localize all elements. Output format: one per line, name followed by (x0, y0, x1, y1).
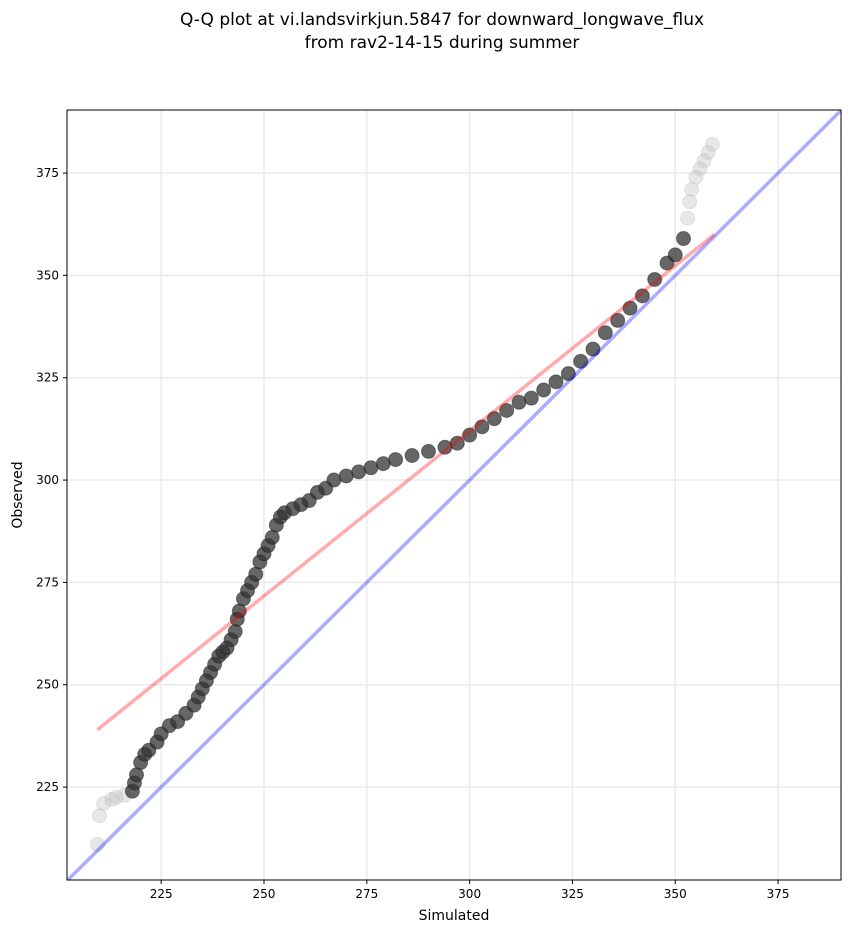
data-point (682, 194, 698, 210)
data-point (548, 374, 564, 390)
plot-frame (66, 109, 842, 881)
y-tick-label: 300 (36, 473, 59, 487)
data-point (421, 443, 437, 459)
x-axis-label: Simulated (419, 908, 490, 924)
data-point (667, 247, 683, 263)
data-point (560, 366, 576, 382)
data-point (634, 288, 650, 304)
data-point (675, 231, 691, 247)
data-point (704, 136, 720, 152)
data-point (680, 210, 696, 226)
x-tick-label: 250 (253, 887, 276, 901)
y-tick-label: 325 (36, 371, 59, 385)
fit-line (96, 233, 716, 732)
data-point (536, 382, 552, 398)
x-tick-label: 225 (150, 887, 173, 901)
y-tick-label: 250 (36, 678, 59, 692)
data-marks (67, 110, 841, 880)
data-point (486, 411, 502, 427)
data-point (688, 169, 704, 185)
identity-line (67, 110, 841, 880)
data-point (96, 795, 112, 811)
chart-title-line1: Q-Q plot at vi.landsvirkjun.5847 for dow… (180, 10, 704, 30)
data-point (597, 325, 613, 341)
data-point (499, 402, 515, 418)
x-tick-label: 325 (561, 887, 584, 901)
data-point (585, 341, 601, 357)
data-point (227, 624, 243, 640)
x-tick-label: 275 (355, 887, 378, 901)
y-tick-label: 225 (36, 780, 59, 794)
plot-area (67, 110, 841, 880)
x-tick-label: 300 (458, 887, 481, 901)
data-point (610, 312, 626, 328)
data-point (89, 836, 105, 852)
y-tick-label: 375 (36, 166, 59, 180)
data-point (647, 271, 663, 287)
data-point (404, 447, 420, 463)
data-point (696, 153, 712, 169)
data-point (462, 427, 478, 443)
data-point (388, 452, 404, 468)
x-tick-label: 375 (767, 887, 790, 901)
y-tick-label: 275 (36, 575, 59, 589)
data-point (523, 390, 539, 406)
data-point (692, 161, 708, 177)
data-point (474, 419, 490, 435)
grid (67, 110, 841, 880)
data-point (700, 145, 716, 161)
y-tick-label: 350 (36, 268, 59, 282)
chart-title-line2: from rav2-14-15 during summer (305, 33, 580, 53)
ticks: 225 250 275 300 325 350 375 225 250 275 300 325 350 3… (36, 166, 789, 901)
data-point (573, 353, 589, 369)
data-point (622, 300, 638, 316)
y-axis-label: Observed (10, 461, 26, 528)
x-tick-label: 350 (664, 887, 687, 901)
data-point (449, 435, 465, 451)
